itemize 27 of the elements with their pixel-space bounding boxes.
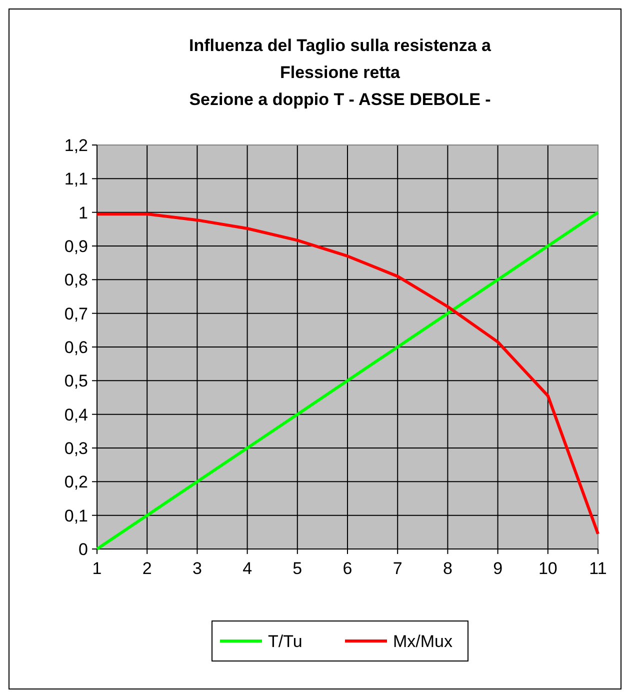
x-tick-label: 10 — [538, 559, 558, 578]
y-tick-label: 0,8 — [64, 270, 88, 290]
y-tick-label: 1,2 — [64, 136, 88, 155]
y-tick-label: 1 — [78, 203, 88, 222]
chart-title: Influenza del Taglio sulla resistenza a Flessione retta Sezione a doppio T - ASSE DEBOLE - — [189, 36, 492, 109]
y-tick-label: 0,7 — [64, 304, 88, 324]
legend-label: T/Tu — [268, 632, 302, 651]
y-tick-label: 1,1 — [64, 170, 88, 189]
y-tick-label: 0,6 — [64, 338, 88, 357]
x-tick-label: 7 — [392, 559, 402, 578]
x-tick-label: 11 — [589, 559, 607, 578]
y-tick-label: 0,5 — [64, 372, 88, 391]
y-tick-label: 0,2 — [64, 472, 88, 492]
y-tick-label: 0,4 — [64, 405, 88, 424]
x-tick-label: 8 — [442, 559, 452, 578]
x-tick-label: 2 — [142, 559, 152, 578]
x-tick-label: 4 — [242, 559, 252, 578]
x-tick-label: 5 — [292, 559, 302, 578]
x-tick-label: 1 — [92, 559, 102, 578]
y-tick-label: 0,9 — [64, 237, 88, 256]
x-tick-label: 3 — [192, 559, 202, 578]
y-tick-label: 0,1 — [64, 506, 88, 526]
x-tick-label: 6 — [342, 559, 352, 578]
y-tick-label: 0 — [78, 540, 88, 559]
y-tick-label: 0,3 — [64, 439, 88, 458]
legend-label: Mx/Mux — [393, 632, 453, 651]
x-tick-label: 9 — [493, 559, 503, 578]
